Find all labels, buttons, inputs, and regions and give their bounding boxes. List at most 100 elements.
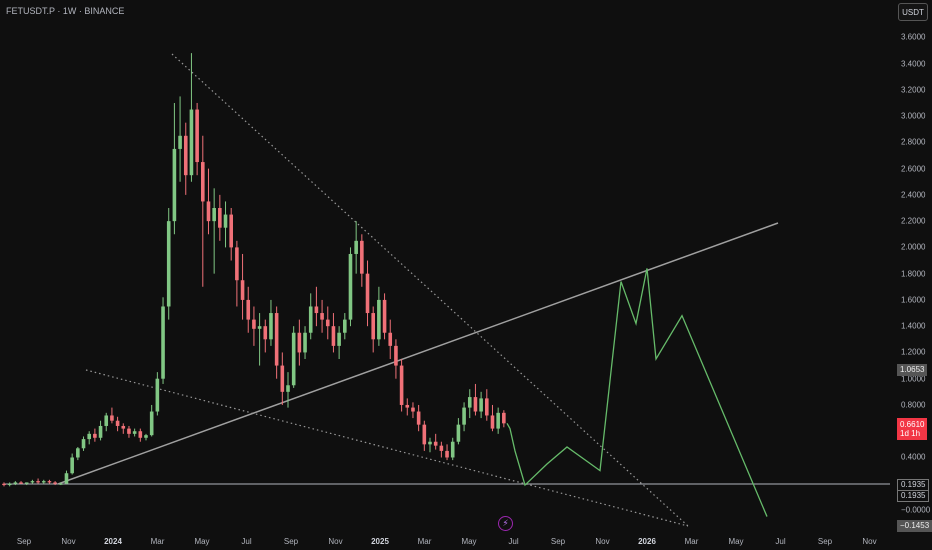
candle-body <box>411 407 415 412</box>
x-tick-label: Mar <box>150 537 165 546</box>
candle-body <box>53 482 57 484</box>
y-tick-label: 2.4000 <box>901 190 926 200</box>
candle-body <box>365 273 370 314</box>
candle-body <box>433 441 438 446</box>
last-price-value: 0.6610 <box>900 420 925 429</box>
candle-body <box>377 299 381 340</box>
x-tick-label: Sep <box>817 537 833 546</box>
y-tick-label: 1.0000 <box>901 374 926 384</box>
candle-body <box>360 240 364 274</box>
candle-body <box>348 253 353 320</box>
x-tick-label: 2026 <box>638 537 656 546</box>
candle-body <box>280 365 285 392</box>
price-label-grey: 1.0653 <box>897 364 928 376</box>
candle-body <box>183 135 188 176</box>
candle-body <box>388 332 393 346</box>
candle-body <box>206 201 211 222</box>
candle-body <box>229 214 233 248</box>
candle-body <box>218 208 222 228</box>
candle-body <box>314 306 319 314</box>
x-tick-label: Mar <box>417 537 432 546</box>
currency-button[interactable]: USDT <box>898 3 928 21</box>
candle-body <box>303 332 307 353</box>
x-tick-label: Jul <box>508 537 519 546</box>
x-tick-label: Nov <box>328 537 343 546</box>
x-tick-label: Sep <box>16 537 32 546</box>
x-tick-label: Nov <box>862 537 877 546</box>
y-tick-label: 3.4000 <box>901 59 926 69</box>
candle-body <box>127 428 131 434</box>
x-tick-label: May <box>461 537 477 546</box>
candle-body <box>155 378 160 412</box>
candle-body <box>7 483 12 486</box>
y-tick-label: 2.0000 <box>901 242 926 252</box>
candle-body <box>87 433 91 440</box>
y-tick-label: 3.2000 <box>901 85 926 95</box>
y-tick-label: 1.6000 <box>901 295 926 305</box>
candle-body <box>30 481 35 483</box>
y-tick-label: 0.4000 <box>901 452 926 462</box>
projection-path-line <box>506 268 768 517</box>
candle-body <box>189 109 194 176</box>
x-tick-label: May <box>194 537 210 546</box>
candle-body <box>76 448 80 458</box>
candle-body <box>308 306 313 333</box>
candle-body <box>201 162 205 202</box>
candle-body <box>166 221 171 307</box>
lightning-bolt-icon[interactable]: ⚡ <box>498 516 513 531</box>
candle-body <box>490 415 495 429</box>
candle-body <box>394 345 398 366</box>
candle-body <box>132 431 137 434</box>
candle-body <box>19 482 23 484</box>
candle-body <box>115 420 120 426</box>
x-tick-label: Sep <box>550 537 566 546</box>
candle-body <box>138 431 143 438</box>
candle-body <box>286 385 290 392</box>
y-tick-label: 2.2000 <box>901 216 926 226</box>
y-tick-label: 0.8000 <box>901 400 926 410</box>
y-tick-label: 3.0000 <box>901 111 926 121</box>
candle-body <box>416 411 421 425</box>
y-tick-label: −0.0000 <box>901 505 931 515</box>
candle-body <box>337 332 341 346</box>
y-tick-label: 2.6000 <box>901 164 926 174</box>
candle-body <box>98 425 103 438</box>
candle-body <box>331 326 336 346</box>
candle-body <box>246 299 251 320</box>
candle-body <box>325 319 330 327</box>
candle-body <box>36 481 40 483</box>
x-tick-label: Sep <box>283 537 299 546</box>
candle-body <box>263 326 268 340</box>
ascending-trendline <box>57 222 779 485</box>
candle-body <box>104 415 109 426</box>
candle-body <box>172 148 177 222</box>
candle-body <box>399 365 404 405</box>
candle-body <box>467 397 472 408</box>
x-tick-label: Mar <box>684 537 699 546</box>
candle-body <box>121 425 126 429</box>
y-tick-label: 3.6000 <box>901 32 926 42</box>
candle-body <box>485 398 489 416</box>
candle-body <box>462 407 466 425</box>
candle-body <box>291 332 296 386</box>
candle-body <box>240 280 245 300</box>
candle-body <box>47 481 52 483</box>
candle-body <box>456 424 461 442</box>
candle-body <box>24 482 29 484</box>
candle-body <box>257 326 262 329</box>
candle-body <box>59 483 63 485</box>
candle-body <box>405 404 410 408</box>
lower-price-label: −0.1453 <box>897 520 932 532</box>
y-tick-label: 1.8000 <box>901 269 926 279</box>
candle-body <box>297 332 302 353</box>
x-tick-label: Jul <box>241 537 252 546</box>
candle-body <box>422 424 427 445</box>
candle-body <box>445 450 449 458</box>
candle-body <box>479 398 483 412</box>
candle-body <box>450 441 455 458</box>
lower-descending-trendline <box>85 369 689 527</box>
candle-body <box>320 313 324 320</box>
candle-body <box>235 247 239 281</box>
candle-body <box>70 457 74 474</box>
